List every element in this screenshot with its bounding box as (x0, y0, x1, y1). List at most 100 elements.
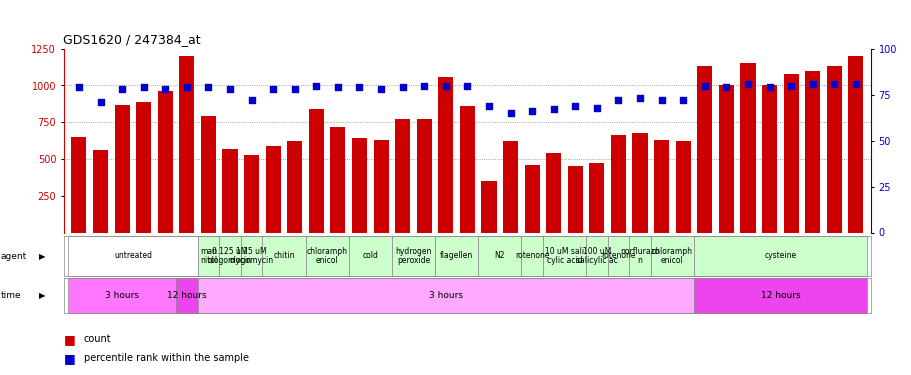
Bar (825, 66, 841, 232)
Point (762, 84, 776, 90)
Point (632, 95, 647, 101)
Bar (524, 165, 539, 232)
Text: 1.25 uM
ologomycin: 1.25 uM ologomycin (230, 247, 273, 265)
Point (201, 84, 216, 90)
Bar (607, 236, 629, 276)
Text: 3 hours: 3 hours (428, 291, 462, 300)
Text: rotenone: rotenone (515, 251, 548, 260)
Bar (179, 56, 194, 232)
Text: 10 uM sali
cylic acid: 10 uM sali cylic acid (545, 247, 583, 265)
Bar (93, 150, 108, 232)
Bar (352, 138, 366, 232)
Bar (650, 236, 693, 276)
Bar (675, 141, 690, 232)
Bar (348, 236, 392, 276)
Bar (629, 236, 650, 276)
Text: chitin: chitin (273, 251, 294, 260)
Bar (222, 149, 237, 232)
Bar (653, 140, 669, 232)
Point (546, 106, 560, 112)
Point (568, 103, 582, 109)
Bar (481, 181, 496, 232)
Text: time: time (1, 291, 22, 300)
Bar (542, 236, 586, 276)
Point (244, 97, 259, 103)
Text: ■: ■ (64, 333, 76, 346)
Bar (136, 102, 151, 232)
Point (374, 86, 388, 92)
Point (804, 81, 819, 87)
Point (675, 97, 690, 103)
Point (222, 86, 237, 92)
Bar (546, 153, 560, 232)
Bar (503, 141, 517, 232)
Bar (392, 236, 435, 276)
Point (416, 82, 431, 88)
Bar (200, 116, 216, 232)
Point (589, 105, 603, 111)
Text: ■: ■ (64, 352, 76, 364)
Bar (71, 137, 87, 232)
Point (783, 82, 797, 88)
Bar (762, 86, 776, 232)
Point (826, 81, 841, 87)
Point (438, 82, 453, 88)
Bar (589, 164, 604, 232)
Point (524, 108, 538, 114)
Bar (68, 236, 198, 276)
Point (718, 84, 732, 90)
Text: count: count (84, 334, 111, 344)
Bar (435, 236, 477, 276)
Bar (265, 146, 281, 232)
Text: chloramph
enicol: chloramph enicol (306, 247, 347, 265)
Point (459, 82, 474, 88)
Point (847, 81, 862, 87)
Text: N2: N2 (494, 251, 505, 260)
Bar (693, 236, 865, 276)
Text: rotenone: rotenone (600, 251, 635, 260)
Bar (718, 86, 733, 232)
Point (503, 110, 517, 116)
Bar (158, 92, 172, 232)
Bar (198, 236, 219, 276)
Bar (697, 66, 711, 232)
Point (697, 82, 711, 88)
Point (158, 86, 172, 92)
Point (266, 86, 281, 92)
Bar (374, 140, 388, 232)
Bar (262, 236, 305, 276)
Point (72, 84, 87, 90)
Text: hydrogen
peroxide: hydrogen peroxide (394, 247, 431, 265)
Bar (330, 127, 345, 232)
Bar (68, 278, 176, 313)
Point (395, 84, 410, 90)
Text: flagellen: flagellen (439, 251, 473, 260)
Text: man
nitol: man nitol (200, 247, 217, 265)
Point (653, 97, 668, 103)
Bar (568, 166, 582, 232)
Point (179, 84, 194, 90)
Bar (459, 106, 475, 232)
Text: 12 hours: 12 hours (760, 291, 799, 300)
Text: untreated: untreated (114, 251, 152, 260)
Bar (219, 236, 241, 276)
Point (331, 84, 345, 90)
Bar (783, 74, 798, 232)
Bar (394, 119, 410, 232)
Point (481, 103, 496, 109)
Bar (804, 71, 819, 232)
Point (309, 82, 323, 88)
Text: 100 uM
salicylic ac: 100 uM salicylic ac (576, 247, 617, 265)
Bar (693, 278, 865, 313)
Bar (244, 154, 259, 232)
Text: cysteine: cysteine (763, 251, 795, 260)
Text: chloramph
enicol: chloramph enicol (651, 247, 692, 265)
Text: GDS1620 / 247384_at: GDS1620 / 247384_at (63, 33, 200, 46)
Bar (309, 109, 323, 232)
Text: percentile rank within the sample: percentile rank within the sample (84, 353, 249, 363)
Bar (287, 141, 302, 232)
Text: 3 hours: 3 hours (105, 291, 139, 300)
Bar (198, 278, 693, 313)
Point (740, 81, 754, 87)
Bar (632, 132, 647, 232)
